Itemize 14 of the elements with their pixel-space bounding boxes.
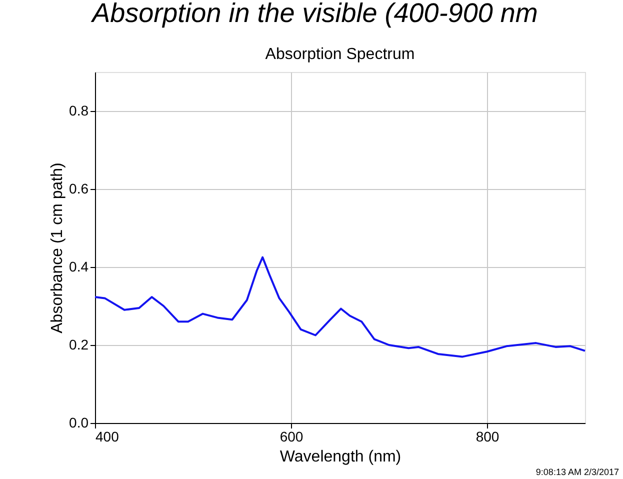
text: 9:08:13 AM 2/3/2017: [536, 467, 619, 477]
y-tick-label: 0.4: [69, 258, 89, 274]
y-tick-label: 0.2: [69, 336, 89, 352]
y-tick-label: 0.6: [69, 180, 89, 196]
text: Absorption in the visible (400-900 nm: [90, 0, 538, 28]
y-tick-label: 0.0: [69, 414, 89, 430]
x-tick-label: 600: [280, 428, 304, 444]
chart-title: Absorption Spectrum: [265, 46, 415, 63]
y-axis-title: Absorbance (1 cm path): [49, 162, 66, 334]
y-tick-label: 0.8: [69, 102, 89, 118]
line-series: [94, 256, 586, 358]
x-tick-label: 800: [476, 428, 500, 444]
x-axis-title: Wavelength (nm): [280, 448, 402, 466]
x-tick-label: 400: [96, 428, 120, 444]
